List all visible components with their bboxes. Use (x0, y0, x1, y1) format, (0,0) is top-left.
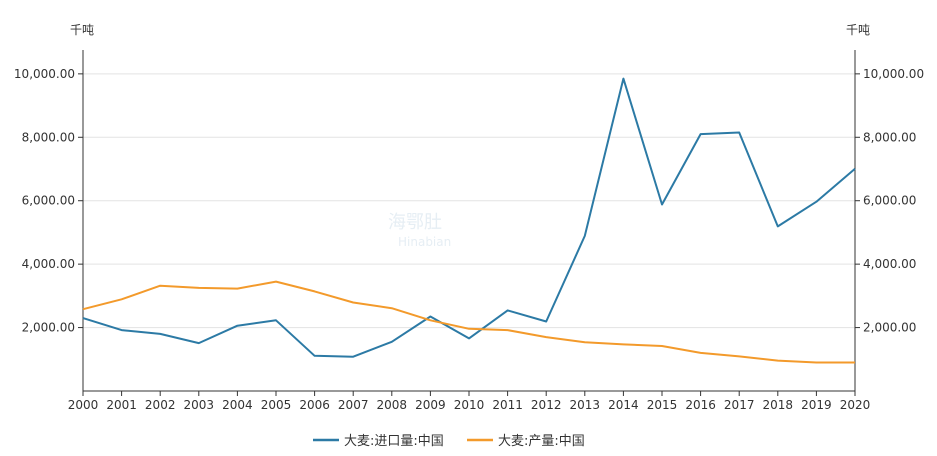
x-tick-label: 2005 (261, 398, 292, 412)
y-left-tick-label: 2,000.00 (22, 321, 75, 335)
x-tick-label: 2015 (647, 398, 678, 412)
y-right-tick-label: 2,000.00 (863, 321, 916, 335)
x-tick-label: 2008 (377, 398, 408, 412)
x-tick-label: 2013 (570, 398, 601, 412)
x-tick-label: 2018 (763, 398, 794, 412)
y-axis-right-ticks: 2,000.00 4,000.00 6,000.00 8,000.00 10,000.0… (855, 67, 924, 335)
watermark-cn: 海鄂肚 (388, 212, 442, 233)
x-tick-label: 2006 (299, 398, 330, 412)
series-line-0 (82, 77, 856, 358)
x-tick-label: 2014 (608, 398, 639, 412)
y-left-tick-label: 4,000.00 (22, 257, 75, 271)
y-axis-left-ticks: 2,000.00 4,000.00 6,000.00 8,000.00 10,000.0… (14, 67, 83, 335)
x-tick-label: 2001 (106, 398, 137, 412)
watermark-en: Hinabian (398, 235, 451, 249)
x-tick-label: 2016 (685, 398, 716, 412)
y-right-tick-label: 4,000.00 (863, 257, 916, 271)
x-tick-label: 2012 (531, 398, 562, 412)
x-tick-label: 2002 (145, 398, 176, 412)
legend-label-0: 大麦:进口量:中国 (344, 434, 444, 449)
x-tick-label: 2020 (840, 398, 871, 412)
watermark: 海鄂肚 Hinabian (388, 212, 451, 249)
y-right-tick-label: 8,000.00 (863, 130, 916, 144)
x-tick-label: 2007 (338, 398, 369, 412)
x-tick-label: 2017 (724, 398, 755, 412)
y-axis-right-unit: 千吨 (846, 23, 870, 37)
y-left-tick-label: 8,000.00 (22, 130, 75, 144)
x-tick-label: 2010 (454, 398, 485, 412)
x-axis-ticks: 2000 2001 2002 2003 2004 2005 2006 2007 2008 2009… (68, 391, 871, 412)
x-tick-label: 2011 (492, 398, 523, 412)
x-tick-label: 2019 (801, 398, 832, 412)
y-left-tick-label: 10,000.00 (14, 67, 75, 81)
series-lines (82, 77, 856, 364)
y-right-tick-label: 6,000.00 (863, 194, 916, 208)
x-tick-label: 2000 (68, 398, 99, 412)
grid-lines (83, 73, 855, 329)
legend-label-1: 大麦:产量:中国 (498, 434, 585, 449)
x-tick-label: 2009 (415, 398, 446, 412)
legend: 大麦:进口量:中国 大麦:产量:中国 (313, 434, 585, 449)
y-axis-left-unit: 千吨 (70, 23, 94, 37)
axes (82, 50, 856, 392)
y-right-tick-label: 10,000.00 (863, 67, 924, 81)
y-left-tick-label: 6,000.00 (22, 194, 75, 208)
series-line-1 (82, 280, 855, 364)
x-tick-label: 2003 (184, 398, 215, 412)
x-tick-label: 2004 (222, 398, 253, 412)
